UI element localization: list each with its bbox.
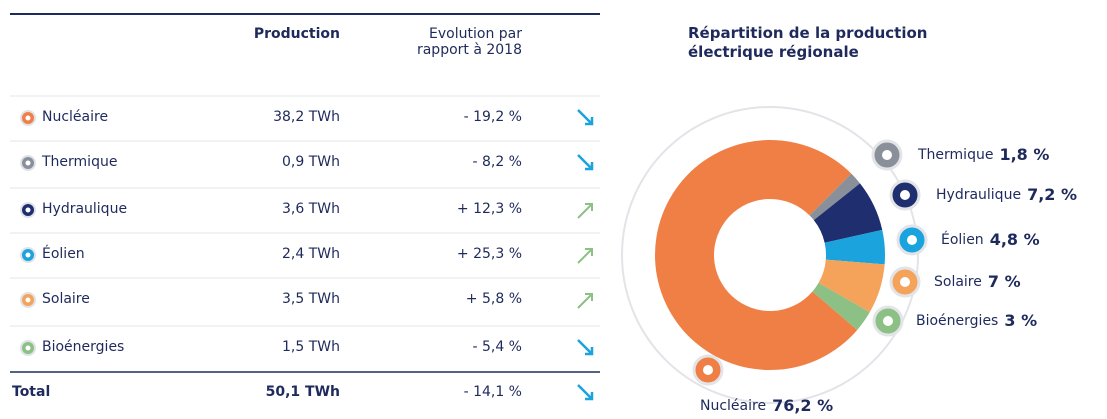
donut-slice xyxy=(809,173,860,221)
row-icon-inner xyxy=(25,207,31,213)
legend-entry: Thermique 1,8 % xyxy=(917,145,1049,164)
legend-icon-inner xyxy=(703,365,713,375)
row-evolution: - 8,2 % xyxy=(472,154,522,170)
category-name: Nucléaire xyxy=(700,398,766,414)
row-icon-inner xyxy=(25,252,31,258)
total-evolution: - 14,1 % xyxy=(463,384,522,400)
row-label: Thermique xyxy=(42,154,118,170)
arrow-up xyxy=(577,203,593,219)
row-icon-inner xyxy=(25,115,31,121)
legend-entry: Éolien 4,8 % xyxy=(941,230,1040,249)
legend-entry: Nucléaire 76,2 % xyxy=(700,396,833,415)
donut-slice xyxy=(824,229,885,265)
row-evolution: + 25,3 % xyxy=(456,246,522,262)
header-evolution: Evolution par rapport à 2018 xyxy=(416,26,522,58)
row-icon-inner xyxy=(25,160,31,166)
category-name: Éolien xyxy=(941,231,984,248)
category-name: Hydraulique xyxy=(936,187,1021,203)
donut-slice xyxy=(655,140,858,370)
arrow-up xyxy=(577,293,593,309)
header-production: Production xyxy=(253,26,340,42)
row-production: 0,9 TWh xyxy=(282,154,340,170)
row-icon-inner xyxy=(25,345,31,351)
arrow-down xyxy=(577,154,594,171)
arrow-up xyxy=(577,248,593,264)
legend-icon-inner xyxy=(907,235,917,245)
row-production: 38,2 TWh xyxy=(273,109,340,125)
row-evolution: - 5,4 % xyxy=(472,339,522,355)
donut-slice xyxy=(813,183,883,243)
arrow-down xyxy=(577,109,594,126)
row-evolution: - 19,2 % xyxy=(463,109,522,125)
chart-title: Répartition de la production électrique … xyxy=(688,24,928,61)
row-label: Hydraulique xyxy=(42,201,128,217)
legend-icon-inner xyxy=(900,190,910,200)
value-label: 7,2 % xyxy=(1027,185,1077,204)
legend-entry: Solaire 7 % xyxy=(934,272,1021,291)
donut-slice xyxy=(812,282,870,330)
row-production: 1,5 TWh xyxy=(282,339,340,355)
row-label: Solaire xyxy=(42,291,90,307)
outer-ring xyxy=(621,106,919,404)
value-label: 1,8 % xyxy=(999,145,1049,164)
row-production: 2,4 TWh xyxy=(282,246,340,262)
row-label: Nucléaire xyxy=(42,109,109,125)
legend-icon-inner xyxy=(883,316,893,326)
category-name: Bioénergies xyxy=(916,313,998,329)
row-label: Bioénergies xyxy=(42,339,125,355)
arrow-down xyxy=(577,384,594,401)
legend-icon-inner xyxy=(900,277,910,287)
total-production: 50,1 TWh xyxy=(265,384,340,400)
legend-entry: Bioénergies 3 % xyxy=(916,311,1037,330)
total-label: Total xyxy=(12,384,51,400)
donut-slice xyxy=(818,259,885,313)
value-label: 4,8 % xyxy=(990,230,1040,249)
value-label: 7 % xyxy=(988,272,1021,291)
value-label: 3 % xyxy=(1004,311,1037,330)
row-production: 3,5 TWh xyxy=(282,291,340,307)
arrow-down xyxy=(577,339,594,356)
category-name: Thermique xyxy=(917,147,993,163)
legend-entry: Hydraulique 7,2 % xyxy=(936,185,1077,204)
row-evolution: + 5,8 % xyxy=(465,291,522,307)
row-icon-inner xyxy=(25,297,31,303)
row-evolution: + 12,3 % xyxy=(456,201,522,217)
value-label: 76,2 % xyxy=(772,396,833,415)
category-name: Solaire xyxy=(934,274,982,290)
row-production: 3,6 TWh xyxy=(282,201,340,217)
row-label: Éolien xyxy=(42,246,85,262)
legend-icon-inner xyxy=(882,150,892,160)
